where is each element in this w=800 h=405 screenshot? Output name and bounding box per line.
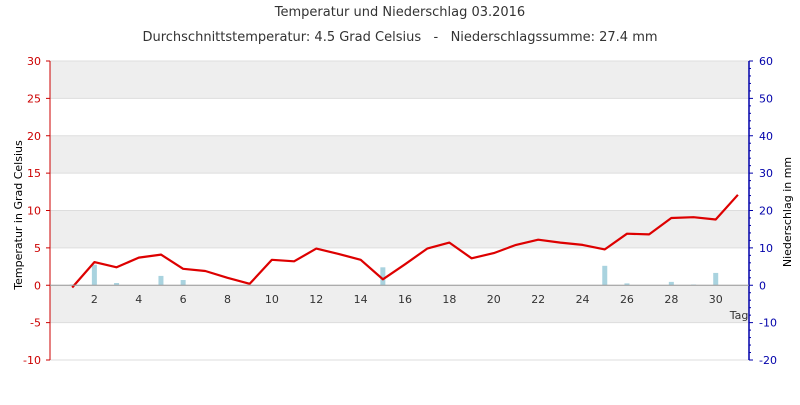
x-tick-label: 2 (91, 293, 98, 306)
precipitation-bar (713, 272, 719, 286)
background-band (50, 61, 749, 99)
right-tick-label: 20 (759, 205, 773, 218)
x-axis-label: Tag (729, 309, 749, 322)
background-bands (50, 61, 749, 360)
left-axis-label: Temperatur in Grad Celsius (12, 140, 25, 291)
left-tick-label: 30 (27, 55, 41, 68)
precipitation-bar (158, 275, 164, 286)
precipitation-bar (380, 267, 386, 286)
precipitation-bar (114, 283, 120, 286)
x-tick-label: 18 (442, 293, 456, 306)
right-tick-label: 60 (759, 55, 773, 68)
x-tick-label: 16 (398, 293, 412, 306)
chart-subtitle: Durchschnittstemperatur: 4.5 Grad Celsiu… (142, 30, 657, 45)
left-tick-label: 5 (34, 242, 41, 255)
right-tick-label: 40 (759, 130, 773, 143)
left-tick-label: 0 (34, 279, 41, 292)
background-band (50, 210, 749, 248)
background-band (50, 285, 749, 323)
background-band (50, 98, 749, 136)
right-tick-label: -20 (759, 354, 777, 367)
left-tick-label: -10 (23, 354, 41, 367)
x-tick-label: 22 (531, 293, 545, 306)
left-tick-label: 10 (27, 205, 41, 218)
x-tick-label: 12 (309, 293, 323, 306)
right-tick-label: 0 (759, 279, 766, 292)
x-tick-label: 24 (576, 293, 590, 306)
right-tick-label: -10 (759, 317, 777, 330)
right-axis-label: Niederschlag in mm (781, 157, 794, 267)
background-band (50, 322, 749, 360)
right-tick-label: 30 (759, 167, 773, 180)
temperature-line (71, 194, 739, 289)
precipitation-bar (624, 283, 630, 286)
left-tick-label: 20 (27, 130, 41, 143)
x-tick-label: 14 (354, 293, 368, 306)
x-tick-label: 28 (664, 293, 678, 306)
background-band (50, 173, 749, 211)
precipitation-bar (180, 280, 186, 286)
background-band (50, 247, 749, 286)
x-tick-label: 20 (487, 293, 501, 306)
precipitation-bar (668, 281, 674, 286)
right-tick-label: 50 (759, 92, 773, 105)
x-tick-label: 10 (265, 293, 279, 306)
left-tick-label: 25 (27, 92, 41, 105)
precipitation-bars (69, 264, 719, 286)
right-tick-label: 10 (759, 242, 773, 255)
background-band (50, 135, 749, 174)
precipitation-bar (602, 265, 608, 286)
x-tick-label: 4 (135, 293, 142, 306)
left-tick-label: 15 (27, 167, 41, 180)
precipitation-bar (91, 264, 97, 286)
x-tick-label: 6 (180, 293, 187, 306)
x-tick-label: 8 (224, 293, 231, 306)
left-tick-label: -5 (30, 317, 41, 330)
x-tick-label: 26 (620, 293, 634, 306)
temperature-line-layer (71, 194, 739, 289)
x-tick-label: 30 (709, 293, 723, 306)
chart-title: Temperatur und Niederschlag 03.2016 (274, 5, 525, 20)
